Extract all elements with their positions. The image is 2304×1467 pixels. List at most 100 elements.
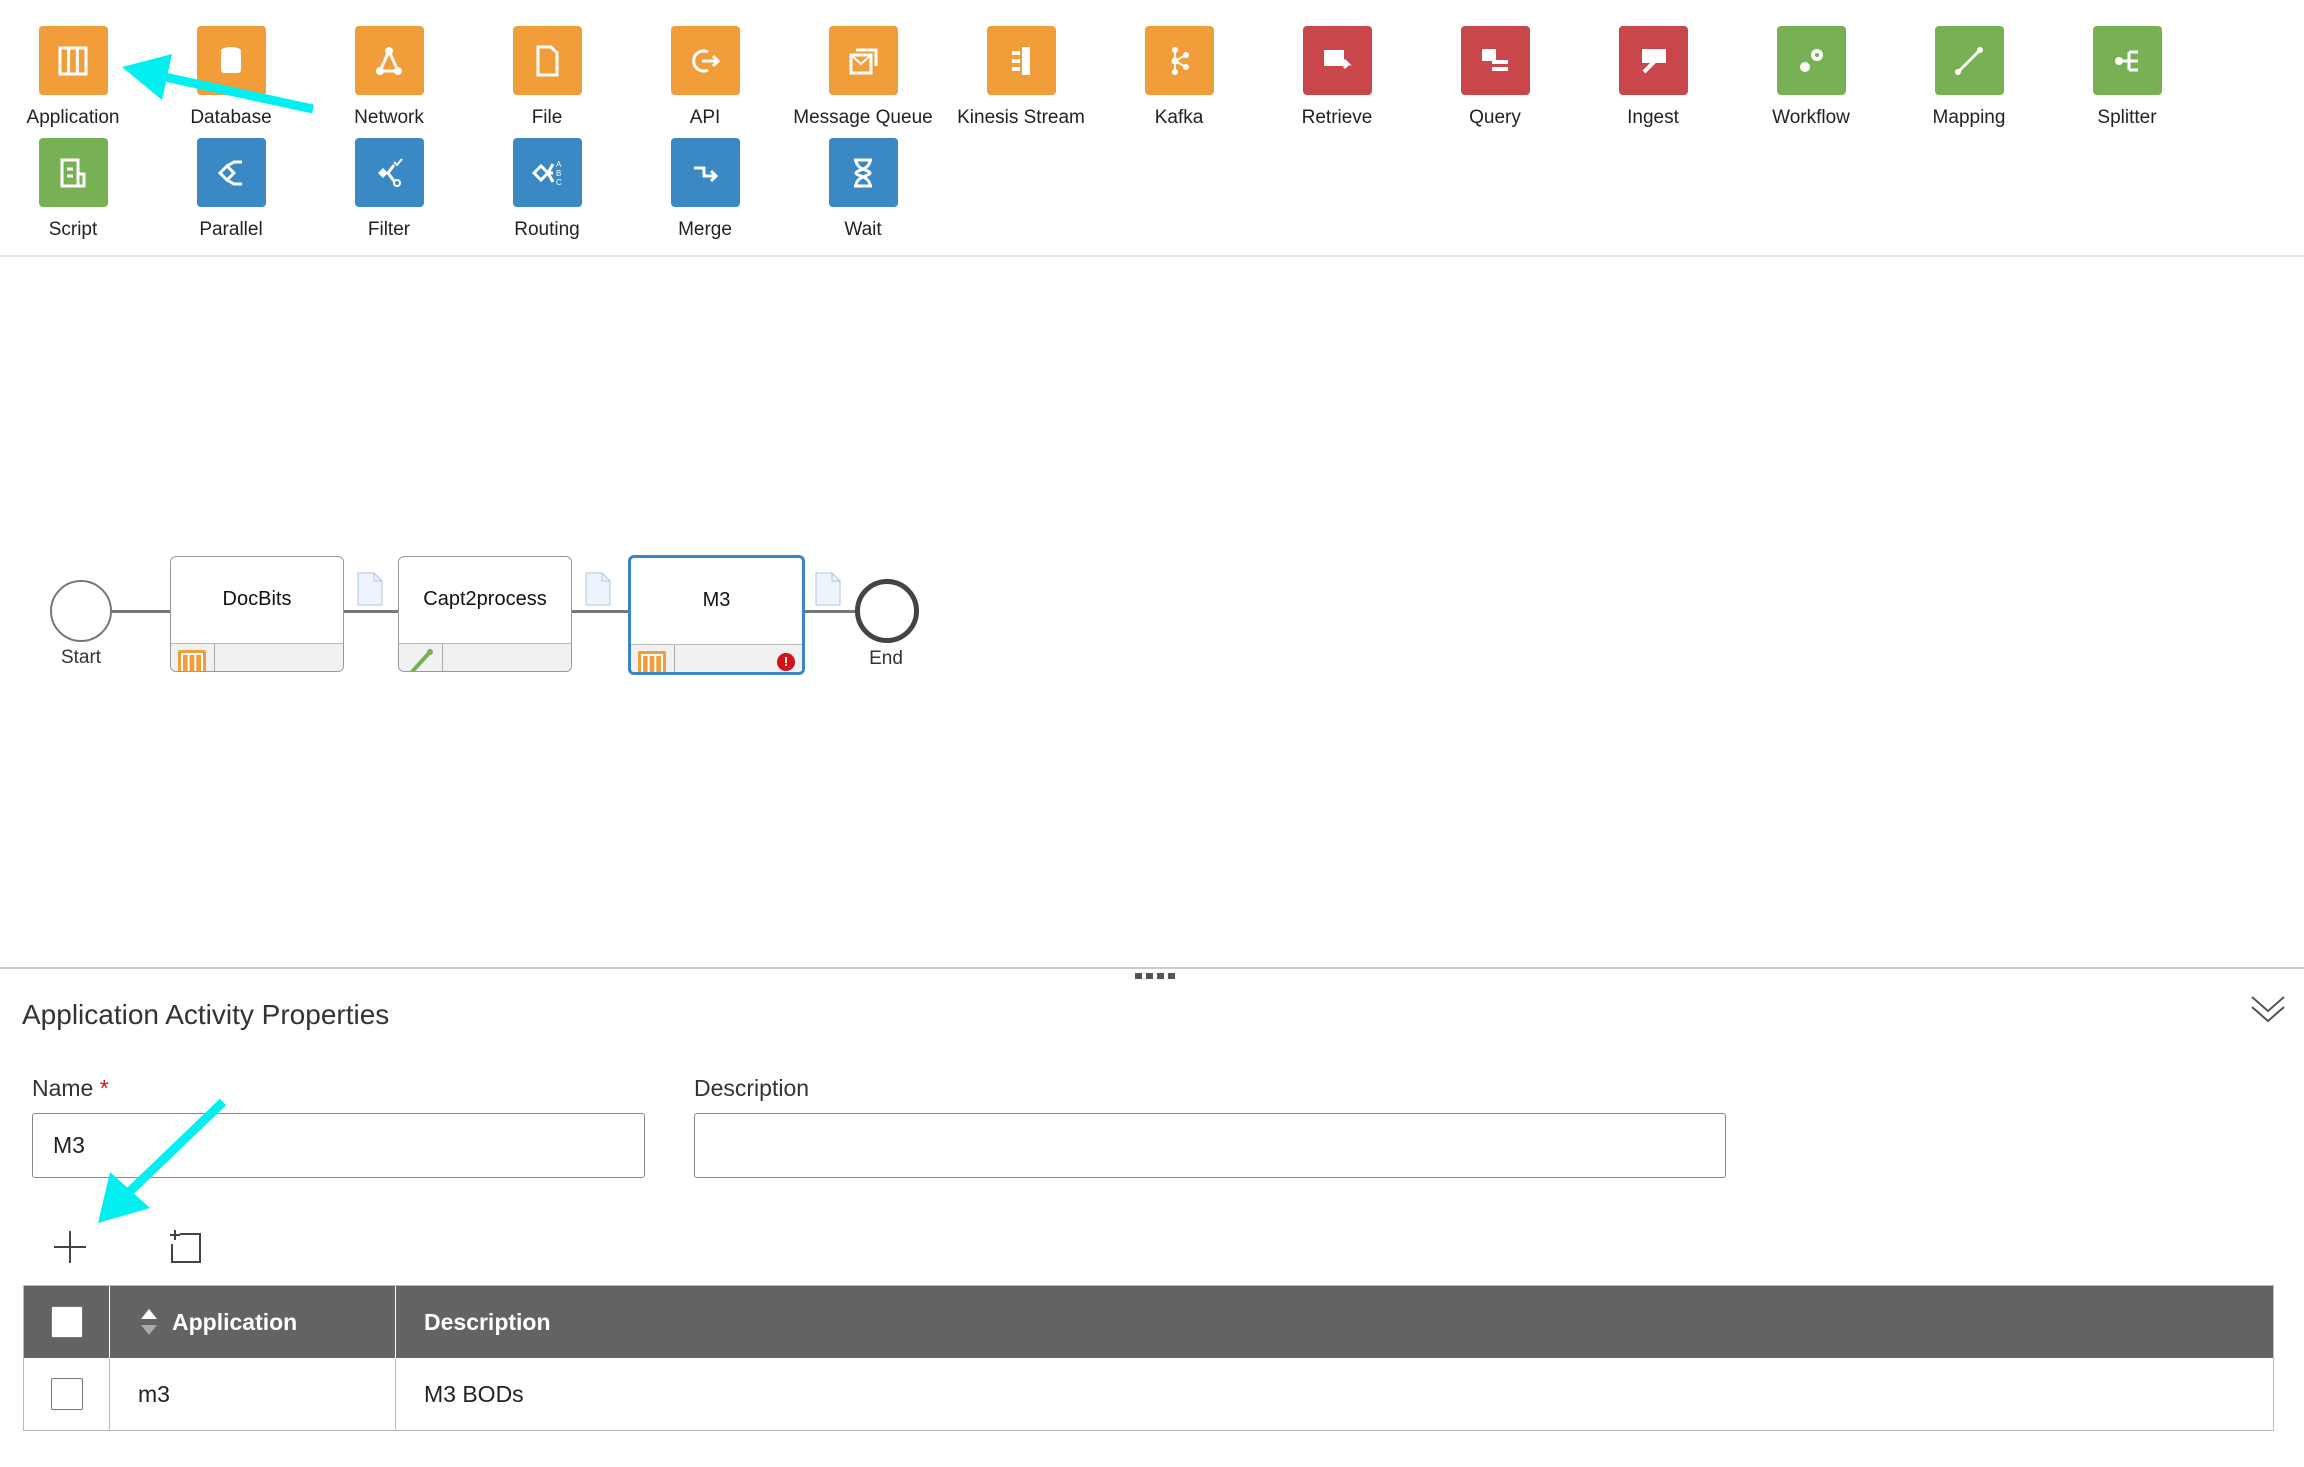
palette-item-label: Parallel — [199, 219, 263, 240]
palette-item-script[interactable]: Script — [0, 138, 152, 241]
cell-description: M3 BODs — [424, 1380, 524, 1407]
palette-item-label: API — [689, 107, 721, 128]
name-input[interactable]: M3 — [32, 1113, 645, 1178]
palette-item-ingest[interactable]: Ingest — [1574, 26, 1732, 129]
application-icon — [38, 26, 108, 95]
palette-item-label: Kafka — [1154, 107, 1204, 128]
start-label: Start — [60, 647, 102, 668]
resize-handle[interactable] — [1135, 973, 1177, 979]
application-icon — [638, 650, 666, 672]
palette-item-file[interactable]: File — [468, 26, 626, 129]
palette-item-kafka[interactable]: Kafka — [1100, 26, 1258, 129]
palette-item-application[interactable]: Application — [0, 26, 152, 129]
end-event[interactable] — [855, 579, 919, 643]
palette-item-wait[interactable]: Wait — [784, 138, 942, 241]
row-checkbox[interactable] — [51, 1378, 83, 1410]
svg-text:C: C — [556, 178, 562, 187]
palette-item-routing[interactable]: A B C Routing — [468, 138, 626, 241]
palette-item-label: Script — [48, 219, 98, 240]
palette-item-filter[interactable]: Filter — [310, 138, 468, 241]
palette-item-label: Kinesis Stream — [957, 107, 1085, 128]
ingest-icon — [1618, 26, 1688, 95]
network-icon — [354, 26, 424, 95]
palette-item-label: Application — [26, 107, 120, 128]
retrieve-icon — [1302, 26, 1372, 95]
palette-item-label: Query — [1469, 107, 1521, 128]
node-label: DocBits — [171, 557, 343, 644]
svg-text:A: A — [556, 160, 562, 169]
message-queue-icon — [828, 26, 898, 95]
palette-item-splitter[interactable]: Splitter — [2048, 26, 2206, 129]
palette-item-label: Splitter — [2097, 107, 2157, 128]
mapping-icon — [408, 648, 433, 671]
palette-item-message-queue[interactable]: Message Queue — [784, 26, 942, 129]
connector — [804, 610, 856, 613]
palette-item-merge[interactable]: Merge — [626, 138, 784, 241]
palette-item-mapping[interactable]: Mapping — [1890, 26, 2048, 129]
activity-palette: Application Database Network File API Message… — [0, 0, 2304, 257]
end-label: End — [869, 648, 903, 669]
connector — [344, 610, 400, 613]
filter-icon — [354, 138, 424, 207]
palette-item-kinesis-stream[interactable]: Kinesis Stream — [942, 26, 1100, 129]
document-icon — [585, 572, 611, 606]
column-header-description[interactable]: Description — [424, 1308, 551, 1335]
palette-item-retrieve[interactable]: Retrieve — [1258, 26, 1416, 129]
palette-item-label: Network — [354, 107, 424, 128]
svg-text:B: B — [556, 169, 561, 178]
palette-item-label: Merge — [678, 219, 732, 240]
kafka-icon — [1144, 26, 1214, 95]
connector — [112, 610, 172, 613]
node-label: M3 — [631, 558, 802, 645]
palette-item-label: Workflow — [1772, 107, 1850, 128]
script-icon — [38, 138, 108, 207]
description-label: Description — [694, 1075, 810, 1101]
activity-node-m3[interactable]: M3 ! — [628, 555, 805, 675]
activity-node-capt2process[interactable]: Capt2process — [398, 556, 572, 672]
properties-panel: Application Activity Properties Name * M… — [0, 967, 2304, 1467]
document-icon — [815, 572, 841, 606]
sort-icon — [141, 1309, 157, 1335]
workflow-icon — [1776, 26, 1846, 95]
palette-item-label: Routing — [514, 219, 580, 240]
collapse-chevron-icon[interactable] — [2250, 991, 2286, 1027]
flow-canvas: Start DocBits Capt2process M3 ! End — [0, 259, 2304, 967]
activity-node-docbits[interactable]: DocBits — [170, 556, 344, 672]
palette-item-parallel[interactable]: Parallel — [152, 138, 310, 241]
table-row[interactable]: m3 M3 BODs — [24, 1358, 2273, 1430]
palette-item-label: Wait — [844, 219, 882, 240]
wait-icon — [828, 138, 898, 207]
palette-item-label: File — [531, 107, 563, 128]
application-icon — [178, 649, 206, 671]
mapping-icon — [1934, 26, 2004, 95]
palette-item-label: Filter — [367, 219, 411, 240]
palette-item-label: Mapping — [1932, 107, 2006, 128]
cell-application: m3 — [110, 1358, 396, 1430]
add-existing-icon[interactable] — [168, 1228, 204, 1266]
node-label: Capt2process — [399, 557, 571, 644]
palette-item-workflow[interactable]: Workflow — [1732, 26, 1890, 129]
name-label: Name * — [32, 1075, 109, 1101]
merge-icon — [670, 138, 740, 207]
description-input[interactable] — [694, 1113, 1726, 1178]
table-header: Application Description — [24, 1286, 2273, 1358]
palette-item-database[interactable]: Database — [152, 26, 310, 129]
palette-item-network[interactable]: Network — [310, 26, 468, 129]
database-icon — [196, 26, 266, 95]
column-header-application[interactable]: Application — [110, 1286, 396, 1358]
select-all-checkbox[interactable] — [51, 1306, 83, 1338]
required-mark: * — [99, 1075, 109, 1101]
palette-item-label: Ingest — [1627, 107, 1679, 128]
palette-item-label: Database — [190, 107, 272, 128]
connector — [572, 610, 630, 613]
error-icon: ! — [777, 652, 795, 671]
palette-item-api[interactable]: API — [626, 26, 784, 129]
panel-title: Application Activity Properties — [22, 999, 390, 1030]
add-icon[interactable] — [52, 1229, 88, 1265]
kinesis-stream-icon — [986, 26, 1056, 95]
api-icon — [670, 26, 740, 95]
start-event[interactable] — [50, 580, 112, 642]
palette-item-label: Retrieve — [1301, 107, 1373, 128]
palette-item-query[interactable]: Query — [1416, 26, 1574, 129]
